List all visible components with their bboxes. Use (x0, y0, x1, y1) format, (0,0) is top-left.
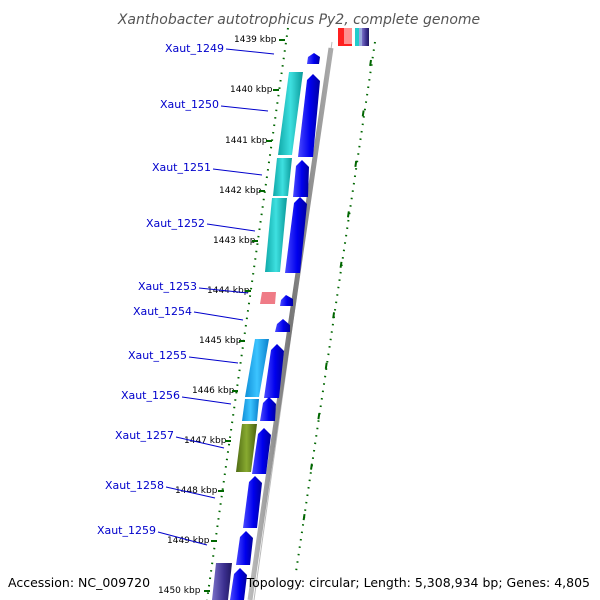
gene-label[interactable]: Xaut_1257 (115, 429, 174, 442)
cog-track (212, 72, 303, 600)
gene-label[interactable]: Xaut_1258 (105, 479, 164, 492)
cds-xaut-1251 (293, 160, 309, 197)
cds-xaut-1250 (298, 74, 320, 157)
gene-top-pink (344, 28, 352, 44)
cog-box-xaut-1260 (212, 563, 232, 600)
gene-leader (165, 486, 216, 499)
topology-text: Topology: circular; Length: 5,308,934 bp… (246, 575, 590, 590)
cds-xaut-1254 (275, 319, 290, 332)
cog-box-xaut-1251 (273, 158, 292, 196)
cog-box-xaut-1253 (260, 292, 276, 304)
kbp-label: 1446 kbp (192, 386, 235, 396)
gene-leader (175, 436, 225, 449)
gene-leader (157, 531, 208, 546)
cog-box-xaut-1250 (278, 72, 303, 155)
gene-leader (198, 287, 249, 294)
gene-leader (220, 105, 269, 112)
ruler-dots (206, 27, 289, 600)
gene-label[interactable]: Xaut_1253 (138, 280, 197, 293)
kbp-label: 1447 kbp (184, 436, 227, 446)
kbp-label: 1439 kbp (234, 35, 277, 45)
gene-leader (193, 311, 244, 321)
map-title: Xanthobacter autotrophicus Py2, complete… (117, 12, 480, 28)
gene-leader (206, 223, 256, 232)
gene-top-cyan (355, 28, 359, 46)
kbp-label: 1441 kbp (225, 136, 268, 146)
cds-xaut-1259 (236, 531, 253, 565)
cds-xaut-1256 (260, 397, 276, 421)
cds-xaut-1249 (307, 53, 320, 64)
gene-label[interactable]: Xaut_1252 (146, 217, 205, 230)
outer-ring-ticks (299, 59, 372, 546)
gene-label[interactable]: Xaut_1251 (152, 161, 211, 174)
cog-box-xaut-1256 (242, 399, 259, 421)
gene-leader (181, 396, 232, 405)
cds-xaut-1260 (230, 568, 247, 600)
gene-label[interactable]: Xaut_1259 (97, 524, 156, 537)
gene-labels: Xaut_1249 Xaut_1250 Xaut_1251 Xaut_1252 … (97, 42, 275, 546)
top-right-features (338, 28, 369, 46)
cog-box-xaut-1257 (236, 424, 257, 472)
kbp-label: 1449 kbp (167, 536, 210, 546)
gene-label[interactable]: Xaut_1254 (133, 305, 192, 318)
kbp-label: 1442 kbp (219, 186, 262, 196)
accession-text: Accession: NC_009720 (8, 575, 150, 590)
gene-label[interactable]: Xaut_1256 (121, 389, 180, 402)
kbp-label: 1450 kbp (158, 586, 201, 596)
cds-xaut-1257 (252, 428, 271, 474)
gene-top-lightblue (359, 28, 362, 46)
cds-track (230, 53, 320, 600)
gene-label[interactable]: Xaut_1250 (160, 98, 219, 111)
kbp-label: 1440 kbp (230, 85, 273, 95)
genome-backbone (247, 47, 334, 600)
cds-xaut-1258 (243, 476, 262, 528)
gene-leader (212, 168, 263, 176)
gene-label[interactable]: Xaut_1255 (128, 349, 187, 362)
gene-label[interactable]: Xaut_1249 (165, 42, 224, 55)
gene-leader (225, 48, 275, 55)
kbp-label: 1448 kbp (175, 486, 218, 496)
cds-xaut-1252 (285, 197, 307, 273)
cds-xaut-1253 (280, 295, 293, 306)
cds-xaut-1255 (264, 344, 284, 398)
gene-leader (188, 356, 239, 364)
kbp-label: 1443 kbp (213, 236, 256, 246)
cog-box-xaut-1255 (245, 339, 269, 397)
kbp-label: 1445 kbp (199, 336, 242, 346)
cog-box-xaut-1252 (265, 198, 287, 272)
gene-top-purple (362, 28, 369, 46)
